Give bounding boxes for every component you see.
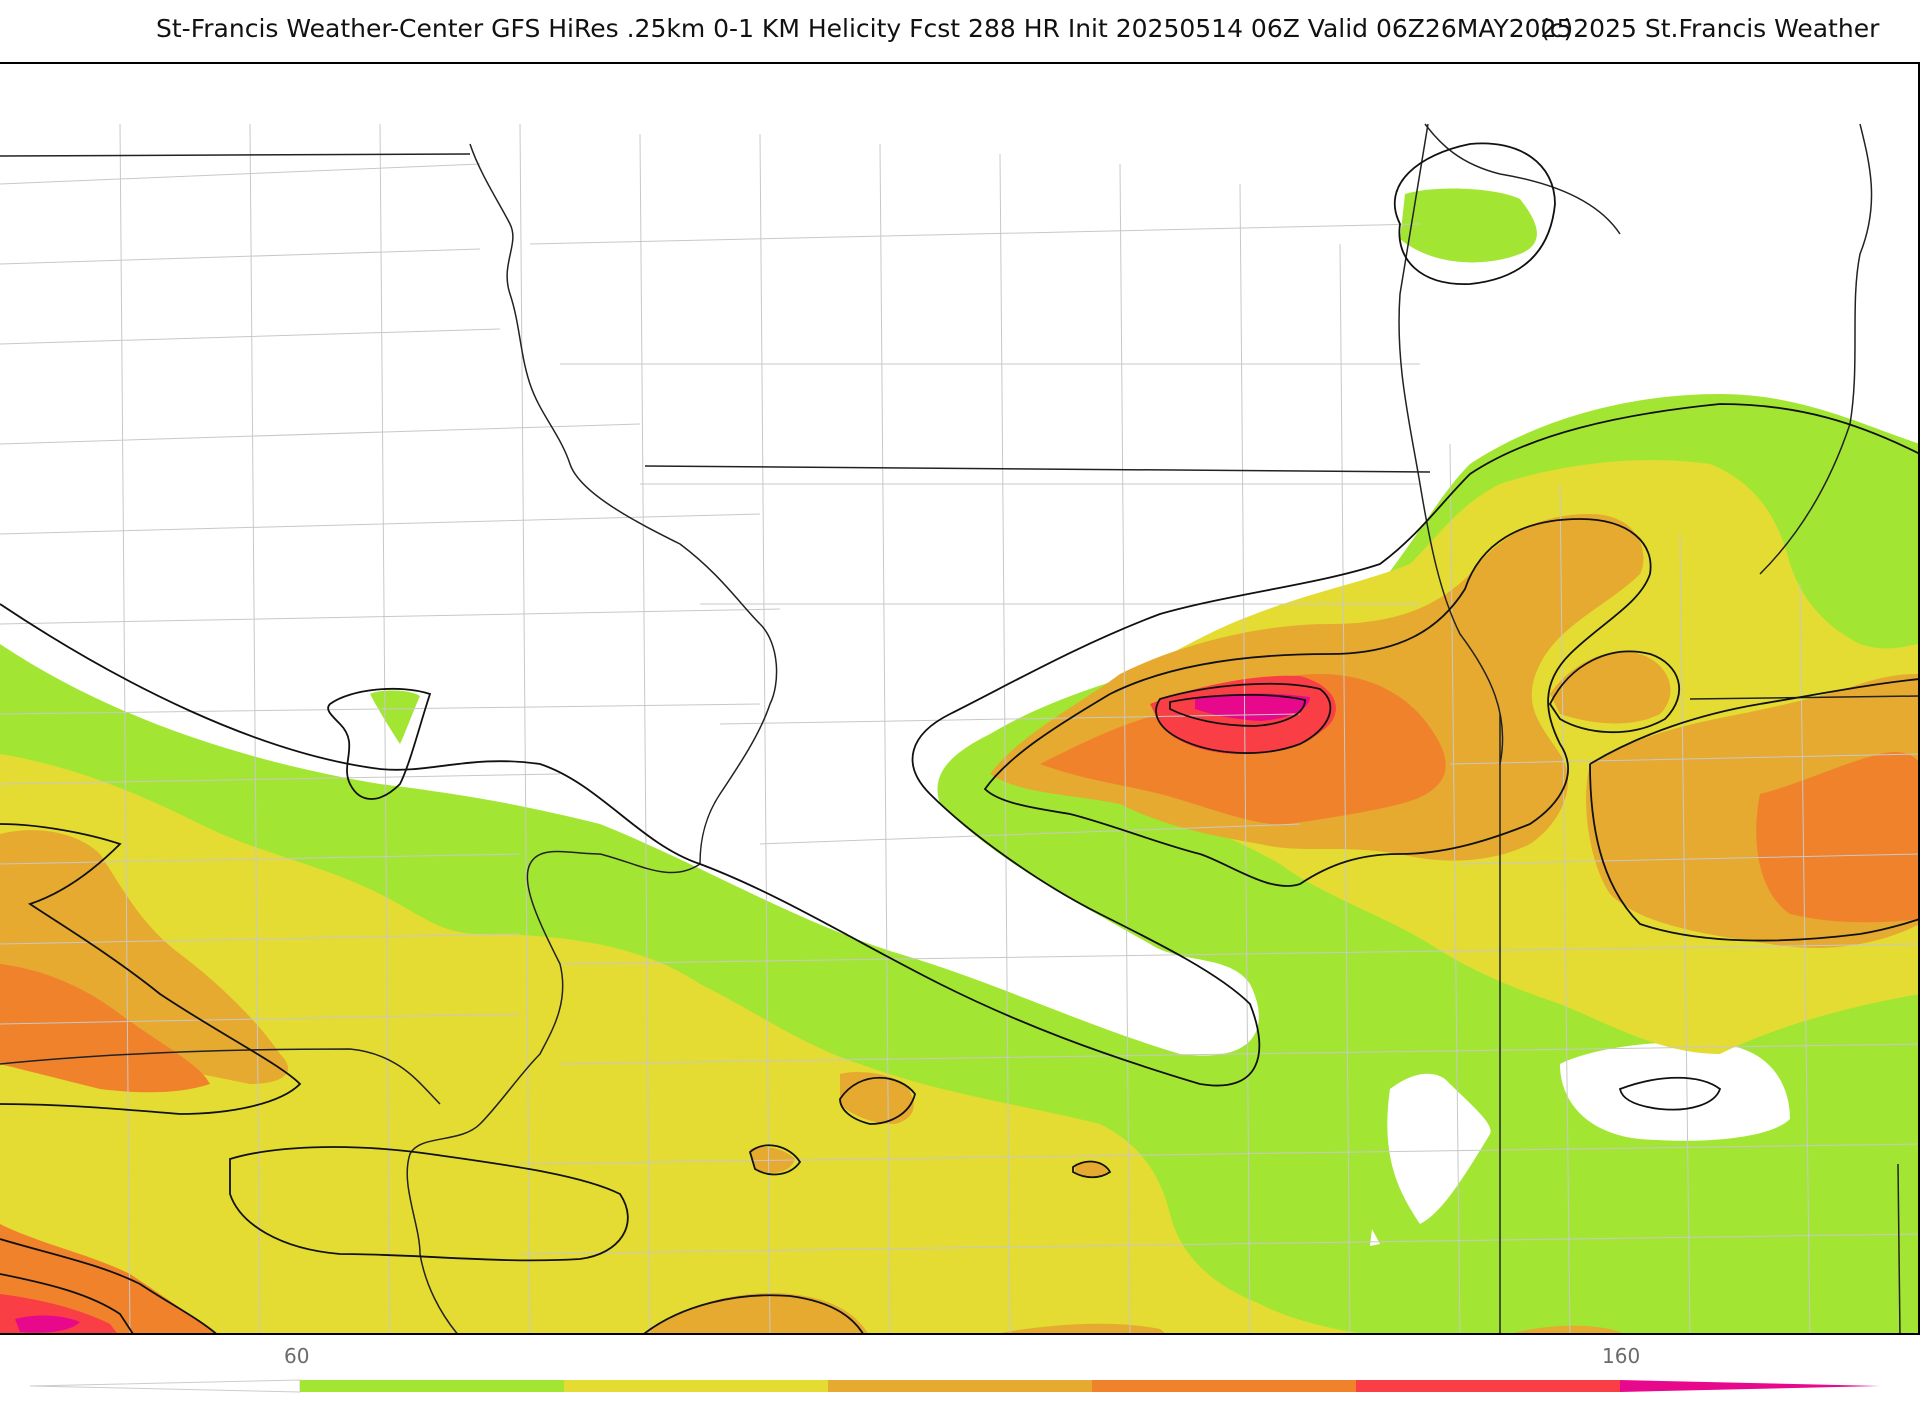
colorbar-tick-60: 60 <box>284 1344 310 1368</box>
colorbar-band-80 <box>564 1380 829 1392</box>
helicity-map <box>0 64 1918 1333</box>
map-title: St-Francis Weather-Center GFS HiRes .25k… <box>0 14 1920 54</box>
map-title-text: St-Francis Weather-Center GFS HiRes .25k… <box>156 14 1573 43</box>
colorbar-bands <box>300 1380 1621 1392</box>
state-boundaries <box>0 123 1918 1333</box>
colorbar: 60 160 <box>0 1340 1920 1400</box>
colorbar-band-120 <box>1092 1380 1357 1392</box>
colorbar-band-140 <box>1356 1380 1621 1392</box>
colorbar-svg <box>29 1379 1880 1393</box>
colorbar-high-triangle <box>1620 1380 1880 1392</box>
colorbar-band-60 <box>300 1380 565 1392</box>
map-frame <box>0 62 1920 1335</box>
colorbar-tick-160: 160 <box>1602 1344 1641 1368</box>
helicity-contours <box>0 142 1918 1333</box>
copyright-text: (c)2025 St.Francis Weather <box>1540 14 1880 43</box>
colorbar-low-triangle <box>29 1379 301 1393</box>
colorbar-band-100 <box>828 1380 1093 1392</box>
county-boundaries <box>0 123 1918 1333</box>
